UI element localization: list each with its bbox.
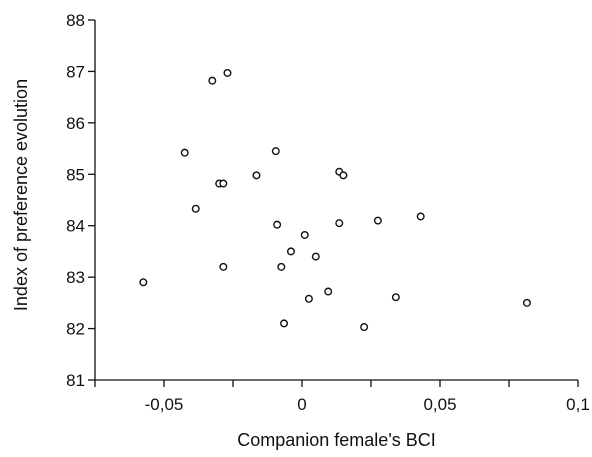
data-point [300, 230, 309, 239]
data-point [311, 252, 320, 261]
data-point [180, 148, 189, 157]
y-tick-label: 81 [66, 371, 85, 390]
data-point [219, 179, 228, 188]
x-tick-label: -0,05 [145, 395, 184, 414]
y-tick-label: 84 [66, 217, 85, 236]
x-tick-label: 0,05 [423, 395, 456, 414]
x-axis-title: Companion female's BCI [237, 430, 436, 450]
data-point [252, 171, 261, 180]
x-axis: -0,05 0 0,05 0,1 [94, 379, 590, 414]
data-point [277, 262, 286, 271]
y-axis: 81 82 83 84 85 86 87 88 [66, 11, 96, 390]
data-point [280, 319, 289, 328]
x-tick-label: 0,1 [566, 395, 590, 414]
data-point [522, 298, 531, 307]
data-point [391, 293, 400, 302]
y-tick-label: 88 [66, 11, 85, 30]
y-tick-label: 85 [66, 165, 85, 184]
data-point [304, 294, 313, 303]
data-point [335, 219, 344, 228]
data-point [360, 323, 369, 332]
x-tick-label: 0 [297, 395, 306, 414]
data-point [219, 262, 228, 271]
y-tick-label: 87 [66, 62, 85, 81]
y-axis-title: Index of preference evolution [11, 79, 31, 311]
y-tick-label: 82 [66, 320, 85, 339]
data-point [416, 212, 425, 221]
data-point [339, 171, 348, 180]
data-point [271, 147, 280, 156]
y-tick-label: 83 [66, 268, 85, 287]
data-point [373, 216, 382, 225]
data-point [191, 204, 200, 213]
data-point [324, 287, 333, 296]
data-point [286, 247, 295, 256]
data-points [139, 68, 531, 332]
data-point [208, 76, 217, 85]
y-tick-label: 86 [66, 114, 85, 133]
data-point [223, 68, 232, 77]
data-point [139, 278, 148, 287]
data-point [273, 220, 282, 229]
